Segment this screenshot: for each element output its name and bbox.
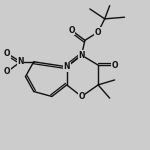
Text: N: N bbox=[17, 57, 24, 66]
Text: N: N bbox=[78, 51, 85, 60]
Text: N: N bbox=[63, 62, 70, 71]
Text: O: O bbox=[4, 49, 11, 58]
Text: O: O bbox=[4, 67, 11, 76]
Text: O: O bbox=[95, 28, 101, 37]
Text: O: O bbox=[78, 92, 85, 101]
Text: O: O bbox=[111, 61, 118, 70]
Text: O: O bbox=[68, 26, 75, 35]
